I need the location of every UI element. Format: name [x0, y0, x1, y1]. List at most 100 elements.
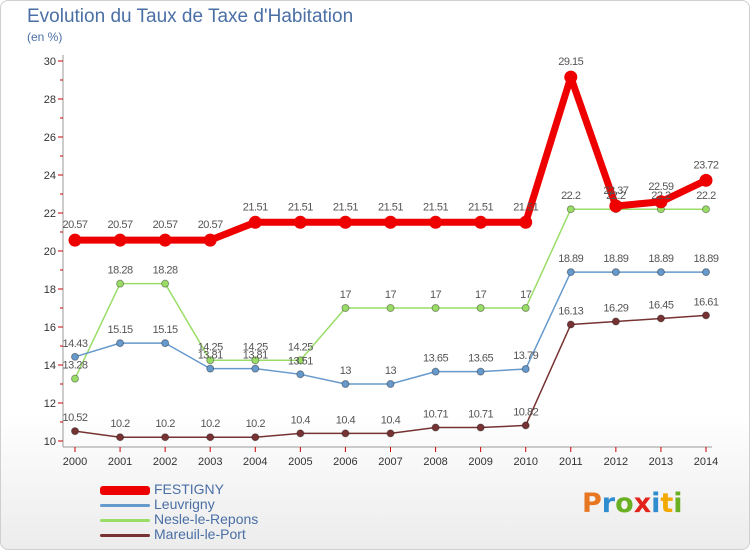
chart-title: Evolution du Taux de Taxe d'Habitation: [27, 6, 354, 27]
x-tick-label: 2005: [288, 456, 312, 468]
legend-label: Nesle-le-Repons: [154, 511, 259, 527]
data-label: 16.45: [648, 299, 673, 311]
x-tick-label: 2009: [468, 456, 492, 468]
data-point: [116, 339, 125, 348]
data-label: 18.28: [153, 265, 178, 277]
x-tick-label: 2013: [649, 456, 673, 468]
legend-swatch: [100, 485, 150, 495]
data-label: 13.81: [198, 350, 223, 362]
data-point: [566, 205, 575, 214]
data-label: 10.71: [423, 409, 448, 421]
data-label: 20.57: [198, 219, 223, 231]
data-point: [521, 364, 530, 373]
data-label: 17: [475, 289, 487, 301]
data-point: [161, 279, 170, 288]
data-label: 20.57: [62, 219, 87, 231]
data-label: 10.2: [246, 418, 266, 430]
data-point: [203, 233, 217, 247]
data-point: [474, 215, 488, 229]
x-tick-label: 2010: [513, 456, 537, 468]
x-tick-label: 2011: [559, 456, 583, 468]
data-point: [71, 374, 79, 383]
data-point: [699, 173, 713, 187]
x-tick-label: 2003: [198, 456, 222, 468]
data-point: [116, 279, 125, 288]
legend-label: FESTIGNY: [154, 481, 225, 497]
data-label: 13.65: [423, 353, 448, 365]
data-label: 10.4: [381, 414, 401, 426]
data-point: [296, 356, 305, 365]
data-point: [611, 317, 620, 326]
data-label: 10.4: [336, 414, 356, 426]
data-point: [296, 429, 305, 438]
data-point: [158, 233, 172, 247]
data-point: [116, 433, 125, 442]
y-tick-label: 10: [44, 436, 56, 448]
data-point: [386, 380, 395, 388]
data-point: [206, 364, 215, 373]
data-label: 10.4: [291, 414, 311, 426]
legend-swatch: [100, 533, 150, 537]
data-point: [68, 233, 82, 247]
data-label: 14.25: [198, 341, 223, 353]
logo-letter: r: [601, 488, 616, 519]
proxiti-logo: Proxiti: [582, 488, 683, 519]
data-point: [476, 423, 485, 432]
data-label: 10.2: [201, 418, 221, 430]
data-label: 18.89: [558, 253, 583, 265]
data-label: 16.61: [693, 296, 718, 308]
x-tick-label: 2007: [378, 456, 402, 468]
legend-swatch: [100, 518, 150, 522]
data-label: 22.37: [603, 185, 628, 197]
data-point: [296, 370, 305, 379]
data-label: 17: [430, 289, 442, 301]
logo-letter: P: [582, 488, 602, 519]
data-label: 18.89: [648, 253, 673, 265]
data-point: [656, 268, 665, 277]
data-point: [564, 70, 578, 84]
data-label: 22.2: [606, 190, 626, 202]
data-point: [113, 233, 127, 247]
data-point: [71, 352, 79, 361]
data-point: [206, 433, 215, 442]
x-tick-label: 2001: [108, 456, 132, 468]
data-point: [251, 433, 260, 442]
chart-subtitle: (en %): [27, 30, 63, 44]
data-label: 16.29: [603, 302, 628, 314]
data-label: 18.89: [693, 253, 718, 265]
data-label: 13.28: [62, 360, 87, 372]
data-point: [384, 215, 397, 229]
data-label: 10.2: [155, 418, 175, 430]
data-label: 14.43: [62, 338, 87, 350]
data-label: 21.51: [378, 201, 403, 213]
data-label: 15.15: [153, 324, 178, 336]
legend-label: Mareuil-le-Port: [154, 526, 246, 542]
data-label: 20.57: [108, 219, 133, 231]
data-point: [566, 268, 575, 277]
logo-letter: x: [633, 488, 652, 519]
data-label: 22.59: [648, 181, 673, 193]
data-point: [338, 215, 352, 229]
data-label: 20.57: [153, 219, 178, 231]
data-label: 15.15: [108, 324, 133, 336]
logo-letter: o: [615, 488, 634, 519]
x-tick-label: 2002: [153, 456, 177, 468]
legend-swatch: [100, 503, 150, 507]
data-label: 17: [520, 289, 532, 301]
data-label: 13: [340, 365, 352, 377]
y-tick-label: 30: [44, 56, 56, 68]
data-label: 10.71: [468, 409, 493, 421]
x-tick-label: 2012: [604, 456, 628, 468]
y-tick-label: 28: [44, 94, 56, 106]
data-label: 17: [340, 289, 352, 301]
y-tick-label: 26: [44, 132, 56, 144]
data-label: 16.13: [558, 306, 583, 318]
data-point: [71, 427, 79, 436]
logo-letter: i: [651, 488, 661, 519]
logo-letter: t: [660, 488, 674, 519]
data-point: [609, 199, 623, 213]
data-label: 21.51: [513, 201, 538, 213]
y-tick-label: 12: [44, 398, 56, 410]
data-point: [206, 356, 215, 365]
